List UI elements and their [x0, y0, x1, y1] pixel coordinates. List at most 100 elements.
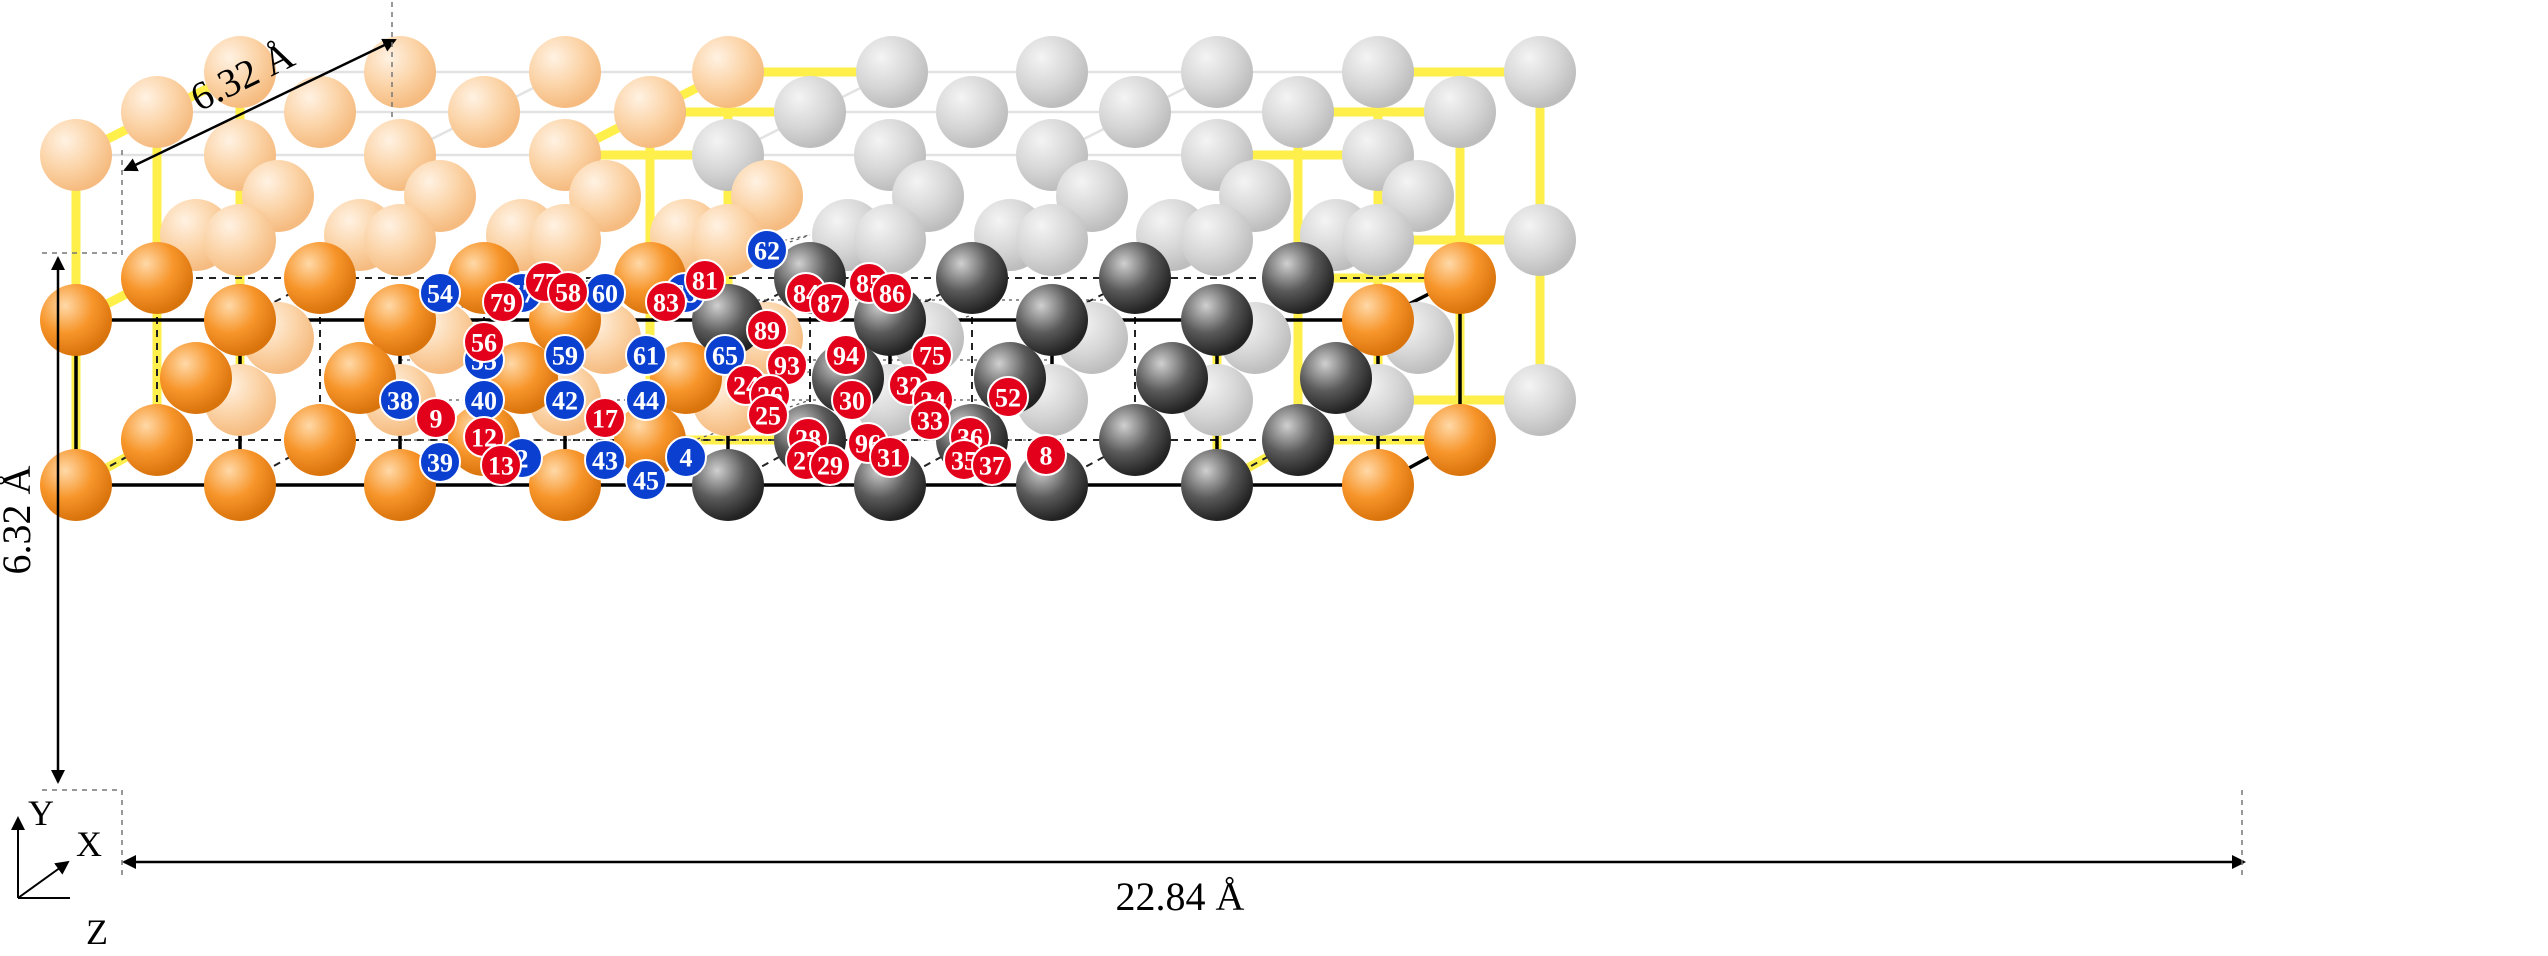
svg-text:61: 61: [633, 342, 659, 371]
blue-site-39: 39: [419, 441, 461, 483]
blue-site-61: 61: [625, 334, 667, 376]
svg-text:75: 75: [919, 342, 945, 371]
blue-site-65: 65: [704, 334, 746, 376]
red-site-86: 86: [871, 272, 913, 314]
svg-text:83: 83: [653, 289, 679, 318]
gray-atom-faded: [854, 204, 926, 276]
gray-atom: [692, 284, 764, 356]
svg-text:94: 94: [833, 342, 859, 371]
svg-text:52: 52: [995, 384, 1021, 413]
gray-atom-faded: [856, 36, 928, 108]
orange-atom-faded: [121, 76, 193, 148]
orange-atom-faded: [204, 204, 276, 276]
orange-atom: [160, 342, 232, 414]
gray-atom: [1016, 284, 1088, 356]
svg-text:45: 45: [633, 467, 659, 496]
red-site-94: 94: [825, 334, 867, 376]
dimension-annotations: [42, 2, 2246, 880]
red-site-83: 83: [645, 281, 687, 323]
x-axis-label: X: [76, 824, 102, 864]
svg-text:25: 25: [755, 402, 781, 431]
red-site-9: 9: [415, 397, 457, 439]
red-site-52: 52: [987, 376, 1029, 418]
gray-atom-faded: [1181, 204, 1253, 276]
svg-text:43: 43: [592, 447, 618, 476]
orange-atom: [204, 449, 276, 521]
y-axis-label: Y: [28, 793, 54, 833]
orange-atom-faded: [692, 204, 764, 276]
svg-text:59: 59: [552, 342, 578, 371]
orange-atom-faded: [40, 119, 112, 191]
svg-text:17: 17: [592, 405, 618, 434]
red-site-75: 75: [911, 334, 953, 376]
svg-text:81: 81: [692, 267, 718, 296]
red-site-31: 31: [869, 436, 911, 478]
gray-atom: [1262, 404, 1334, 476]
orange-atom: [364, 284, 436, 356]
svg-text:9: 9: [430, 405, 443, 434]
gray-atom-faded: [1342, 204, 1414, 276]
red-site-8: 8: [1025, 434, 1067, 476]
orange-atom: [1424, 404, 1496, 476]
orange-atom-faded: [529, 36, 601, 108]
blue-site-38: 38: [379, 379, 421, 421]
svg-text:13: 13: [488, 452, 514, 481]
gray-atom-faded: [1342, 36, 1414, 108]
svg-text:79: 79: [490, 289, 516, 318]
blue-site-4: 4: [665, 436, 707, 478]
svg-text:44: 44: [633, 387, 659, 416]
orange-atom-faded: [284, 76, 356, 148]
red-site-87: 87: [809, 282, 851, 324]
gray-atom-faded: [1181, 36, 1253, 108]
orange-atom-faded: [614, 76, 686, 148]
gray-atom: [1136, 342, 1208, 414]
gray-atom-faded: [936, 76, 1008, 148]
svg-text:93: 93: [774, 352, 800, 381]
height-dimension-label: 6.32 Å: [0, 465, 39, 574]
gray-atom-faded: [1099, 76, 1171, 148]
orange-atom-faded: [364, 36, 436, 108]
svg-text:37: 37: [979, 452, 1005, 481]
red-site-29: 29: [809, 444, 851, 486]
red-site-79: 79: [482, 281, 524, 323]
orange-atom: [364, 449, 436, 521]
gray-atom: [936, 242, 1008, 314]
svg-text:60: 60: [592, 280, 618, 309]
z-axis-label: Z: [86, 912, 108, 952]
orange-atom-faded: [448, 76, 520, 148]
svg-text:87: 87: [817, 290, 843, 319]
orange-atom: [121, 404, 193, 476]
length-dimension-label: 22.84 Å: [1116, 874, 1245, 919]
svg-text:4: 4: [680, 444, 693, 473]
gray-atom-faded: [1504, 204, 1576, 276]
blue-site-60: 60: [584, 272, 626, 314]
orange-atom: [1342, 449, 1414, 521]
gray-atom: [1262, 242, 1334, 314]
gray-atom: [1300, 342, 1372, 414]
orange-atom: [324, 342, 396, 414]
gray-atom: [1099, 404, 1171, 476]
blue-site-54: 54: [419, 272, 461, 314]
blue-site-42: 42: [544, 379, 586, 421]
orange-atom-faded: [364, 204, 436, 276]
red-site-30: 30: [831, 379, 873, 421]
red-site-13: 13: [480, 444, 522, 486]
orange-atom-faded: [529, 204, 601, 276]
faded-atom-layer: [40, 36, 1576, 436]
svg-text:54: 54: [427, 280, 453, 309]
orange-atom: [529, 449, 601, 521]
red-site-58: 58: [547, 271, 589, 313]
blue-site-62: 62: [746, 229, 788, 271]
svg-text:56: 56: [471, 329, 497, 358]
svg-text:42: 42: [552, 387, 578, 416]
orange-atom: [40, 449, 112, 521]
red-site-89: 89: [746, 309, 788, 351]
svg-text:38: 38: [387, 387, 413, 416]
blue-site-44: 44: [625, 379, 667, 421]
red-site-33: 33: [909, 399, 951, 441]
red-site-37: 37: [971, 444, 1013, 486]
orange-atom-faded: [692, 36, 764, 108]
red-site-81: 81: [684, 259, 726, 301]
svg-text:65: 65: [712, 342, 738, 371]
width-dimension-arrow: [123, 38, 397, 172]
